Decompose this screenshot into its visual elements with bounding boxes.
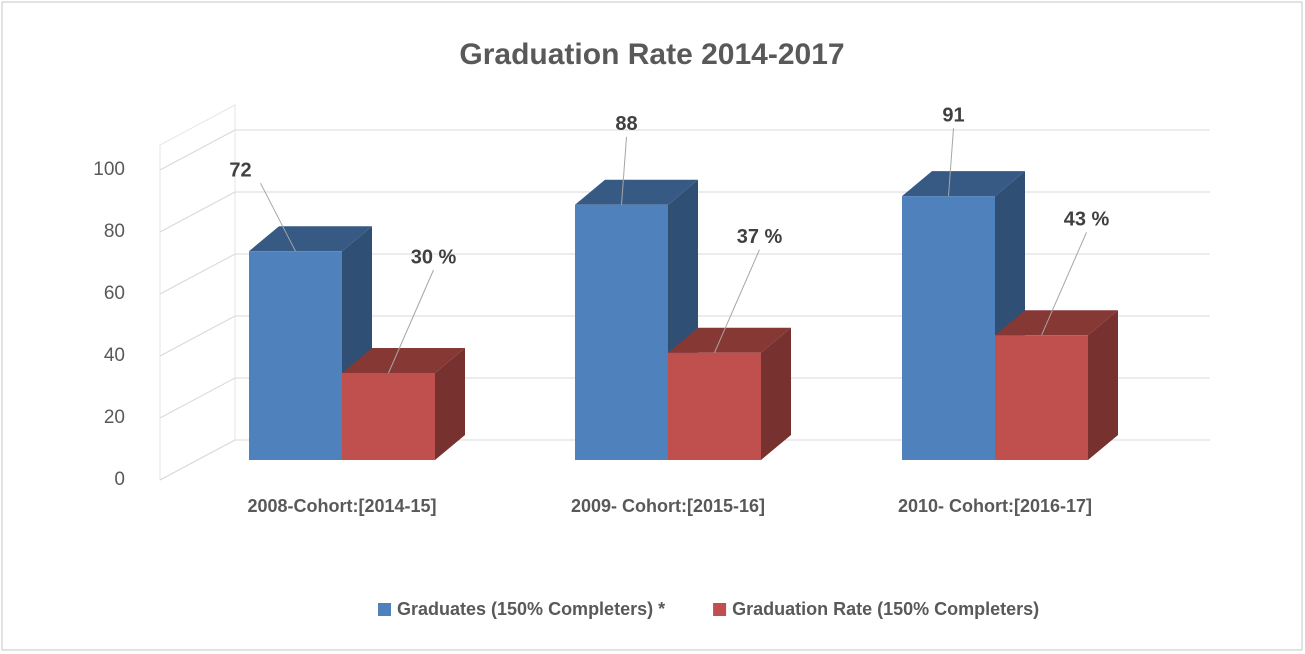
legend-swatch xyxy=(378,603,391,616)
bar xyxy=(342,348,465,460)
legend-swatch xyxy=(713,603,727,616)
bar-side xyxy=(1088,310,1118,460)
y-tick-label: 100 xyxy=(93,159,125,180)
leader-line xyxy=(714,249,760,353)
bar-front xyxy=(668,352,761,460)
grid-line xyxy=(159,315,236,357)
bar-top xyxy=(575,179,698,205)
bar xyxy=(995,310,1118,460)
leader-line xyxy=(1041,232,1087,336)
x-tick-label: 2008-Cohort:[2014-15] xyxy=(247,496,436,516)
chart-title: Graduation Rate 2014-2017 xyxy=(459,38,844,71)
bar-front xyxy=(342,373,435,460)
x-tick-label: 2010- Cohort:[2016-17] xyxy=(898,496,1092,516)
legend-label: Graduation Rate (150% Completers) xyxy=(732,599,1039,619)
data-label: 91 xyxy=(942,104,964,126)
bar-side xyxy=(435,348,465,460)
x-tick-label: 2009- Cohort:[2015-16] xyxy=(571,496,765,516)
bar-top xyxy=(342,348,465,373)
data-label: 43 % xyxy=(1064,209,1110,231)
bar-front xyxy=(575,204,668,460)
bar-front xyxy=(995,335,1088,460)
data-label: 37 % xyxy=(737,226,783,248)
legend-label: Graduates (150% Completers) * xyxy=(397,599,665,619)
y-tick-label: 60 xyxy=(104,283,125,304)
data-label: 30 % xyxy=(411,246,457,268)
grid-line xyxy=(159,439,236,481)
leader-line xyxy=(260,182,296,252)
grid-line xyxy=(159,253,236,295)
grid-line xyxy=(159,377,236,419)
bar-side xyxy=(761,327,791,460)
leader-line xyxy=(388,269,434,374)
y-tick-label: 40 xyxy=(104,345,125,366)
grid-line xyxy=(159,129,236,171)
y-tick-label: 80 xyxy=(104,221,125,242)
bar-front xyxy=(249,251,342,460)
grid-line xyxy=(159,191,236,233)
bar-top xyxy=(249,226,372,252)
bar-top xyxy=(995,310,1118,336)
data-label: 72 xyxy=(229,159,251,181)
bar-front xyxy=(902,196,995,460)
bar-top xyxy=(902,171,1025,197)
bar-top xyxy=(668,327,791,353)
bar xyxy=(668,327,791,460)
y-tick-label: 0 xyxy=(114,469,125,490)
data-label: 88 xyxy=(615,113,637,135)
leader-line xyxy=(948,128,954,197)
leader-line xyxy=(621,136,627,205)
y-tick-label: 20 xyxy=(104,407,125,428)
